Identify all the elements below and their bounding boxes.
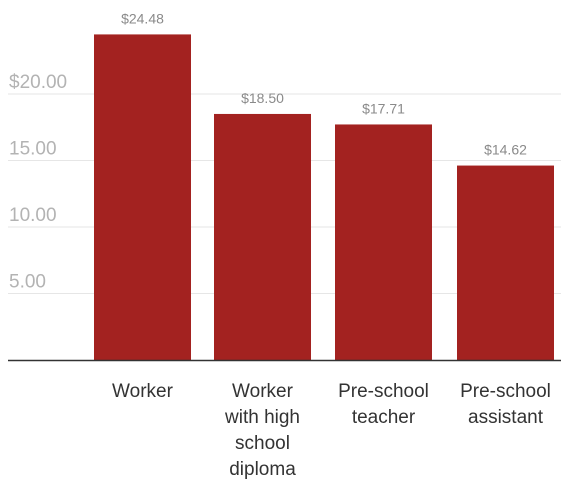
- bar: [457, 165, 554, 360]
- x-tick-label: Pre-school teacher: [338, 381, 429, 428]
- data-label: $24.48: [121, 10, 164, 26]
- x-tick-label-line: Pre-school: [460, 381, 551, 402]
- x-tick-label-line: Worker: [232, 381, 294, 402]
- x-tick-label: Pre-school assistant: [460, 381, 551, 428]
- x-tick-label: Worker with high school diploma: [224, 381, 300, 480]
- bar: [94, 34, 191, 360]
- x-tick-label-line: diploma: [229, 459, 296, 480]
- data-label: $14.62: [484, 142, 527, 158]
- data-label: $17.71: [362, 100, 405, 116]
- y-tick-label: 15.00: [9, 139, 57, 160]
- y-axis-tick-labels: 5.00 10.00 15.00 $20.00: [9, 72, 67, 293]
- x-tick-label-line: assistant: [468, 407, 544, 428]
- x-tick-label-line: teacher: [352, 407, 416, 428]
- data-label: $18.50: [241, 90, 284, 106]
- x-tick-label-line: with high: [224, 407, 300, 428]
- bar: [335, 124, 432, 360]
- y-tick-label: 10.00: [9, 205, 57, 226]
- bar: [214, 113, 311, 360]
- x-tick-label: Worker: [112, 381, 174, 402]
- x-tick-label-line: Worker: [112, 381, 174, 402]
- y-tick-label: $20.00: [9, 72, 67, 93]
- x-axis-tick-labels: Worker Worker with high school diploma Pre-sc…: [112, 381, 551, 480]
- data-labels: $24.48 $18.50 $17.71 $14.62: [121, 10, 527, 157]
- bars: [94, 34, 554, 360]
- x-tick-label-line: Pre-school: [338, 381, 429, 402]
- x-tick-label-line: school: [235, 433, 290, 454]
- y-tick-label: 5.00: [9, 272, 46, 293]
